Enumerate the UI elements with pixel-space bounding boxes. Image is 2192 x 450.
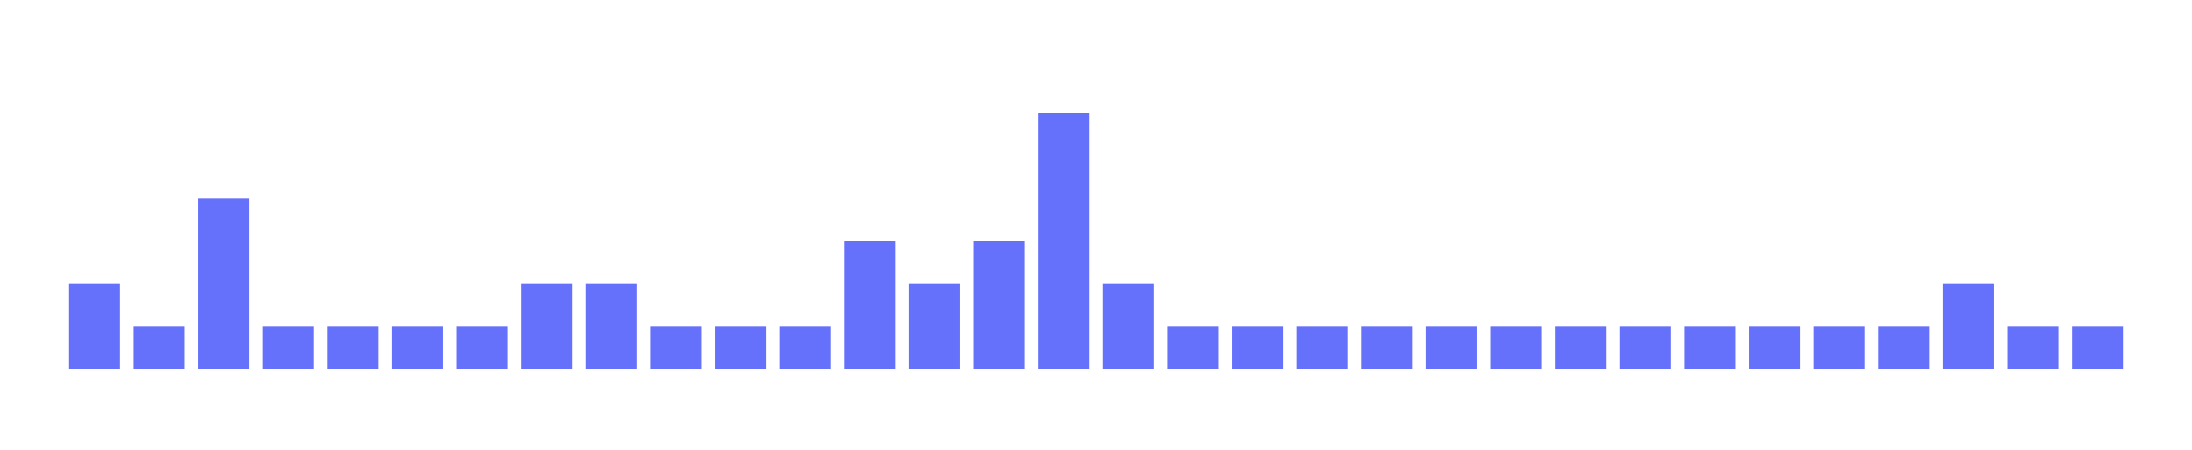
- bar: [1878, 326, 1930, 369]
- bar: [1232, 326, 1284, 369]
- bar: [2007, 326, 2059, 369]
- bar: [650, 326, 702, 369]
- bar: [1296, 326, 1348, 369]
- bar: [1167, 326, 1219, 369]
- bar: [1038, 113, 1090, 369]
- bar: [1555, 326, 1607, 369]
- bar: [1425, 326, 1477, 369]
- bar: [715, 326, 767, 369]
- bar: [585, 283, 637, 369]
- bar: [1749, 326, 1801, 369]
- bar: [521, 283, 573, 369]
- bar: [1102, 283, 1154, 369]
- bar: [844, 241, 896, 369]
- bar: [198, 198, 250, 369]
- bar: [1490, 326, 1542, 369]
- bar: [1361, 326, 1413, 369]
- bar: [456, 326, 508, 369]
- bar: [262, 326, 314, 369]
- bar: [1813, 326, 1865, 369]
- bar: [327, 326, 379, 369]
- bar: [1684, 326, 1736, 369]
- bar: [68, 283, 120, 369]
- bar: [973, 241, 1025, 369]
- bar: [2072, 326, 2124, 369]
- bar: [391, 326, 443, 369]
- bar: [779, 326, 831, 369]
- bar: [133, 326, 185, 369]
- bar: [908, 283, 960, 369]
- bar: [1619, 326, 1671, 369]
- bar: [1942, 283, 1994, 369]
